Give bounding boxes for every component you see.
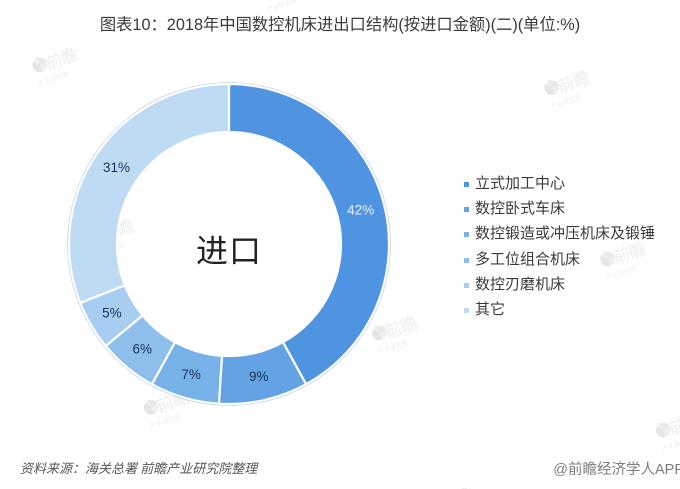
svg-text:6%: 6% xyxy=(133,341,153,356)
svg-text:7%: 7% xyxy=(181,367,201,382)
svg-text:9%: 9% xyxy=(249,369,269,384)
svg-text:5%: 5% xyxy=(102,306,122,321)
svg-text:42%: 42% xyxy=(347,203,374,218)
svg-text:31%: 31% xyxy=(103,160,130,175)
